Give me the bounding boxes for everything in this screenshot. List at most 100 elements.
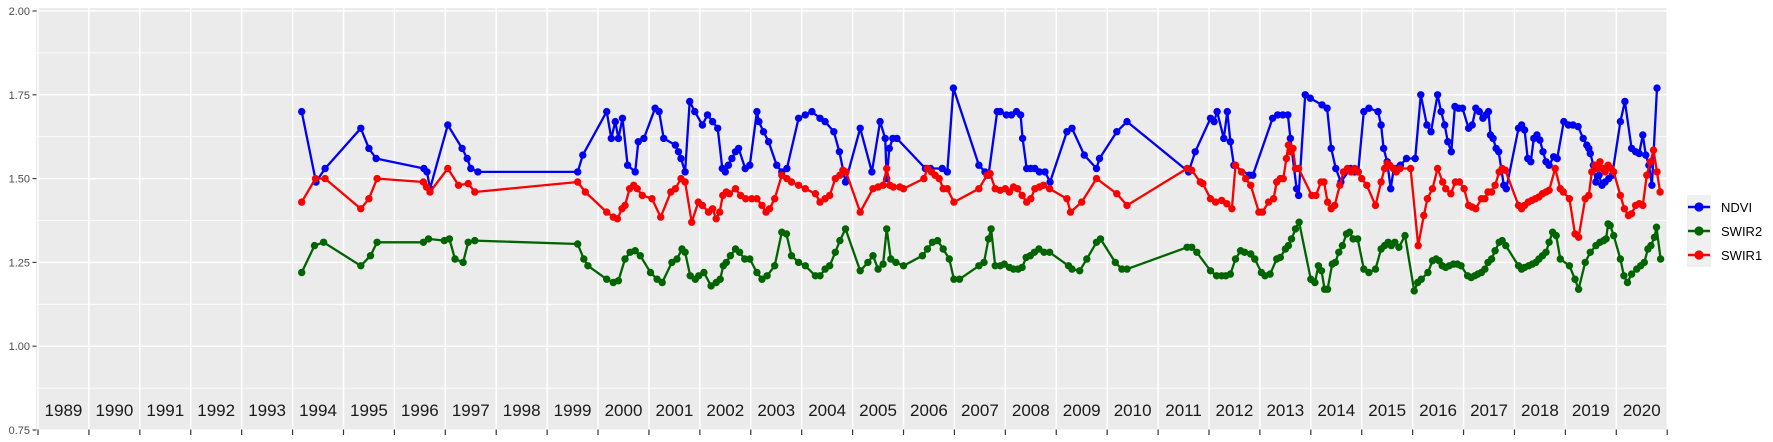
- data-point-swir2: [1457, 262, 1465, 270]
- data-point-swir2: [1076, 267, 1084, 275]
- data-point-ndvi: [1080, 151, 1089, 159]
- data-point-swir1: [1363, 181, 1371, 189]
- data-point-swir2: [746, 255, 754, 263]
- data-point-swir1: [1113, 190, 1121, 198]
- data-point-swir2: [950, 275, 958, 283]
- data-point-ndvi: [321, 164, 329, 173]
- data-point-swir1: [1420, 211, 1428, 220]
- data-point-ndvi: [835, 148, 844, 156]
- data-point-swir2: [1586, 248, 1595, 256]
- data-point-swir1: [574, 178, 582, 186]
- data-point-swir2: [646, 268, 655, 277]
- data-point-swir2: [841, 225, 850, 233]
- data-point-swir2: [700, 268, 708, 277]
- data-point-swir2: [1491, 247, 1499, 255]
- data-point-ndvi: [1489, 134, 1497, 143]
- data-point-ndvi: [1458, 104, 1467, 112]
- line-point-icon: [1688, 250, 1710, 260]
- data-point-ndvi: [794, 114, 803, 123]
- data-point-swir1: [365, 195, 373, 203]
- x-axis-year-label: 2004: [808, 401, 846, 420]
- x-axis-year-label: 2006: [910, 401, 948, 420]
- data-point-swir2: [1606, 221, 1614, 230]
- data-point-ndvi: [1092, 164, 1101, 173]
- data-point-swir2: [1212, 272, 1221, 280]
- data-point-ndvi: [943, 168, 951, 176]
- data-point-swir1: [1237, 168, 1246, 176]
- data-point-swir2: [763, 272, 771, 280]
- data-point-ndvi: [444, 121, 452, 129]
- data-point-swir2: [424, 235, 433, 243]
- data-point-swir2: [1276, 253, 1285, 262]
- data-point-swir2: [735, 248, 744, 256]
- data-point-ndvi: [611, 117, 619, 126]
- x-axis-year-label: 1989: [45, 401, 83, 420]
- data-point-ndvi: [686, 97, 694, 106]
- x-axis-year-label: 1992: [197, 401, 235, 420]
- data-point-swir2: [1395, 243, 1403, 251]
- data-point-swir2: [1123, 265, 1131, 273]
- data-point-swir1: [311, 174, 320, 183]
- data-point-ndvi: [1332, 164, 1340, 173]
- data-point-swir1: [1323, 198, 1332, 206]
- data-point-ndvi: [1441, 121, 1449, 129]
- data-point-swir2: [1206, 267, 1215, 275]
- data-point-ndvi: [808, 107, 816, 116]
- data-point-ndvi: [755, 117, 763, 126]
- data-point-swir2: [603, 275, 611, 283]
- data-point-swir1: [856, 208, 864, 216]
- data-point-ndvi: [728, 154, 736, 163]
- data-point-swir1: [681, 178, 689, 186]
- data-point-swir1: [1005, 188, 1014, 196]
- data-point-swir2: [1231, 255, 1240, 263]
- data-point-swir1: [1027, 195, 1035, 203]
- data-point-swir1: [373, 174, 381, 183]
- x-axis-year-label: 1995: [350, 401, 388, 420]
- data-point-ndvi: [698, 121, 707, 129]
- data-point-swir2: [1487, 255, 1496, 263]
- data-point-swir2: [1251, 255, 1259, 263]
- data-point-swir2: [782, 230, 791, 238]
- data-point-swir1: [1455, 178, 1464, 186]
- data-point-swir1: [1649, 146, 1658, 154]
- data-point-ndvi: [1294, 191, 1303, 200]
- data-point-ndvi: [764, 138, 773, 146]
- data-point-ndvi: [1123, 117, 1131, 126]
- data-point-swir2: [1193, 248, 1201, 256]
- data-point-ndvi: [773, 161, 781, 169]
- data-point-swir2: [741, 255, 749, 263]
- data-point-ndvi: [1423, 121, 1431, 129]
- data-point-ndvi: [1213, 107, 1221, 116]
- data-point-ndvi: [996, 107, 1004, 116]
- data-point-swir1: [1258, 208, 1267, 216]
- legend-entry-swir1: SWIR1: [1687, 243, 1762, 267]
- data-point-swir2: [298, 268, 306, 277]
- data-point-swir1: [648, 195, 656, 203]
- x-axis-year-label: 1994: [299, 401, 337, 420]
- data-point-swir1: [1639, 201, 1647, 210]
- data-point-ndvi: [949, 84, 958, 92]
- data-point-swir1: [1282, 154, 1291, 163]
- data-point-swir2: [883, 225, 891, 233]
- data-point-ndvi: [1635, 149, 1643, 158]
- data-point-swir1: [1247, 181, 1255, 189]
- data-point-swir2: [464, 238, 472, 246]
- data-point-swir1: [1336, 181, 1344, 189]
- data-point-swir2: [864, 258, 872, 267]
- data-point-swir2: [1354, 235, 1362, 243]
- data-point-swir2: [1240, 248, 1249, 256]
- data-point-swir1: [826, 191, 834, 200]
- x-axis-year-label: 2015: [1368, 401, 1406, 420]
- data-point-ndvi: [1433, 91, 1442, 99]
- data-point-swir1: [1358, 174, 1366, 183]
- data-point-swir2: [1284, 241, 1293, 250]
- data-point-swir1: [1545, 186, 1553, 194]
- y-axis-label: 0.75: [9, 425, 30, 437]
- data-point-swir1: [454, 181, 463, 189]
- data-point-swir1: [1078, 198, 1086, 206]
- data-point-ndvi: [1279, 111, 1287, 119]
- data-point-swir1: [1585, 191, 1593, 200]
- data-point-swir1: [1013, 185, 1022, 193]
- data-point-swir1: [986, 169, 994, 178]
- data-point-swir2: [1365, 268, 1373, 277]
